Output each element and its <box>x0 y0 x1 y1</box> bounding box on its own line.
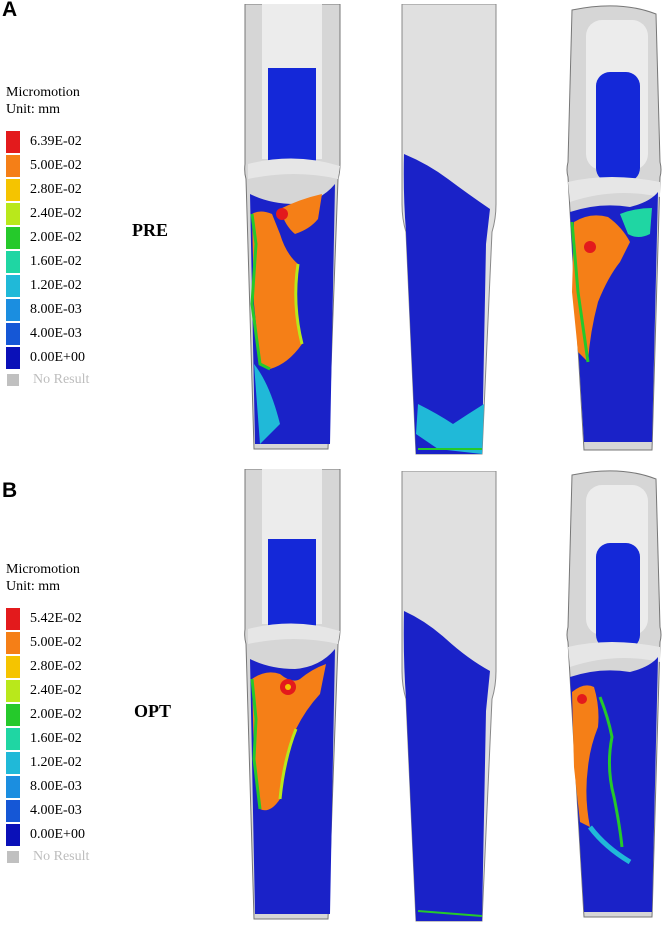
legend-level: 1.20E-02 <box>6 751 89 775</box>
condition-label: PRE <box>132 220 168 240</box>
legend-swatch <box>6 752 20 774</box>
legend-swatch <box>6 179 20 201</box>
legend-no-result: No Result <box>6 372 89 388</box>
panel-b: B Micromotion Unit: mm 5.42E-02 5.00E-02… <box>0 465 671 929</box>
implant-angled-section-view <box>560 467 668 922</box>
no-result-swatch <box>7 851 19 863</box>
legend-no-result: No Result <box>6 849 89 865</box>
legend-level: 4.00E-03 <box>6 322 89 346</box>
legend-level: 8.00E-03 <box>6 298 89 322</box>
legend-level: 2.40E-02 <box>6 679 89 703</box>
legend-level: 2.00E-02 <box>6 226 89 250</box>
legend-swatch <box>6 728 20 750</box>
legend-level: 2.80E-02 <box>6 655 89 679</box>
panel-a: A Micromotion Unit: mm 6.39E-02 5.00E-02… <box>0 0 671 464</box>
legend-swatch <box>6 800 20 822</box>
legend-swatch <box>6 155 20 177</box>
legend-swatch <box>6 323 20 345</box>
implant-outer-view <box>398 471 503 926</box>
legend-title: Micromotion <box>6 562 80 577</box>
legend-scale: 6.39E-02 5.00E-02 2.80E-02 2.40E-02 2.00… <box>6 130 89 388</box>
legend-swatch <box>6 632 20 654</box>
legend-level: 1.60E-02 <box>6 250 89 274</box>
condition-label: OPT <box>134 701 172 721</box>
no-result-swatch <box>7 374 19 386</box>
legend-level: 0.00E+00 <box>6 823 89 847</box>
legend-scale: 5.42E-02 5.00E-02 2.80E-02 2.40E-02 2.00… <box>6 607 89 865</box>
legend-swatch <box>6 251 20 273</box>
implant-outer-view <box>398 4 503 459</box>
legend-swatch <box>6 347 20 369</box>
micromotion-legend: Micromotion Unit: mm 6.39E-02 5.00E-02 2… <box>6 84 89 388</box>
legend-swatch <box>6 776 20 798</box>
legend-unit: Unit: mm <box>6 102 61 117</box>
implant-section-view <box>240 469 350 924</box>
legend-level: 1.20E-02 <box>6 274 89 298</box>
legend-swatch <box>6 656 20 678</box>
legend-swatch <box>6 824 20 846</box>
legend-level: 8.00E-03 <box>6 775 89 799</box>
legend-level: 5.00E-02 <box>6 631 89 655</box>
panel-letter: B <box>2 479 18 502</box>
legend-level: 6.39E-02 <box>6 130 89 154</box>
legend-level: 0.00E+00 <box>6 346 89 370</box>
legend-level: 2.40E-02 <box>6 202 89 226</box>
legend-level: 2.00E-02 <box>6 703 89 727</box>
legend-level: 1.60E-02 <box>6 727 89 751</box>
legend-swatch <box>6 680 20 702</box>
legend-swatch <box>6 704 20 726</box>
legend-swatch <box>6 275 20 297</box>
legend-title: Micromotion <box>6 85 80 100</box>
panel-letter: A <box>2 0 18 21</box>
legend-swatch <box>6 608 20 630</box>
legend-swatch <box>6 227 20 249</box>
implant-angled-section-view <box>560 2 668 454</box>
legend-level: 5.00E-02 <box>6 154 89 178</box>
legend-level: 4.00E-03 <box>6 799 89 823</box>
micromotion-legend: Micromotion Unit: mm 5.42E-02 5.00E-02 2… <box>6 561 89 865</box>
legend-swatch <box>6 299 20 321</box>
legend-level: 2.80E-02 <box>6 178 89 202</box>
legend-swatch <box>6 131 20 153</box>
legend-level: 5.42E-02 <box>6 607 89 631</box>
implant-section-view <box>240 4 350 454</box>
legend-swatch <box>6 203 20 225</box>
legend-unit: Unit: mm <box>6 579 61 594</box>
